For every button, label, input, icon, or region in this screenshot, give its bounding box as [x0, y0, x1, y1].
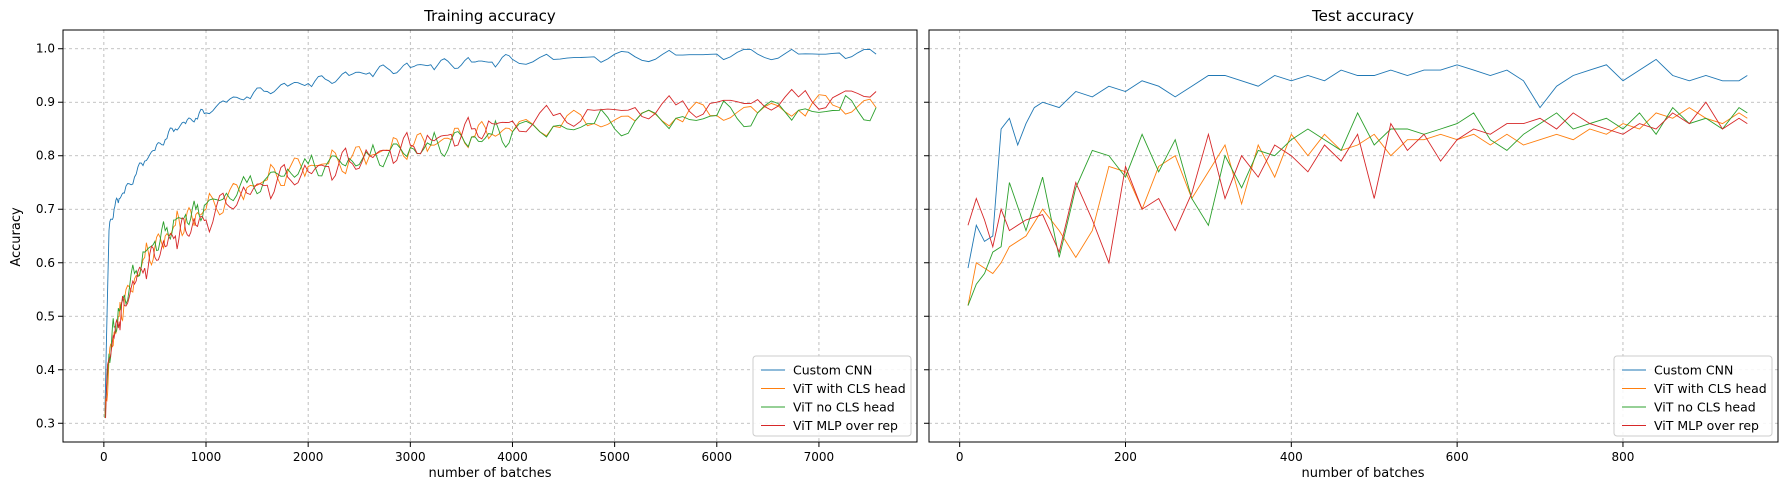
test-accuracy-panel: Test accuracy number of batches 0 200 400 6… — [924, 7, 1779, 481]
legend: Custom CNN ViT with CLS head ViT no CLS he… — [752, 355, 912, 437]
x-tick-label: 6000 — [702, 450, 733, 464]
x-tick-label: 5000 — [599, 450, 630, 464]
legend-label: ViT no CLS head — [1654, 400, 1756, 415]
x-tick-label: 600 — [1446, 450, 1469, 464]
series-line-vit-no-cls-head — [967, 106, 1748, 306]
x-tick-label: 2000 — [293, 450, 324, 464]
y-tick-label: 0.7 — [36, 202, 55, 216]
x-tick-label: 0 — [956, 450, 964, 464]
legend: Custom CNN ViT with CLS head ViT no CLS he… — [1613, 355, 1773, 437]
legend-label: Custom CNN — [793, 363, 872, 378]
legend-box — [752, 355, 912, 437]
x-tick-label: 400 — [1280, 450, 1303, 464]
legend-label: ViT MLP over rep — [793, 418, 898, 433]
y-tick-label: 0.4 — [36, 363, 55, 377]
training-accuracy-panel: Training accuracy Accuracy number of bat… — [9, 7, 918, 481]
legend-label: Custom CNN — [1654, 363, 1733, 378]
y-tick-label: 1.0 — [36, 42, 55, 56]
y-tick-label: 0.8 — [36, 149, 55, 163]
chart-title: Training accuracy — [423, 7, 556, 25]
y-tick-label: 0.9 — [36, 95, 55, 109]
legend-label: ViT with CLS head — [1654, 381, 1767, 396]
x-tick-label: 7000 — [804, 450, 835, 464]
series-line-vit-no-cls-head — [104, 94, 877, 418]
y-tick-label: 0.3 — [36, 416, 55, 430]
series-line-custom-cnn — [104, 48, 877, 413]
x-tick-label: 3000 — [395, 450, 426, 464]
y-tick-label: 0.6 — [36, 256, 55, 270]
x-tick-label: 200 — [1114, 450, 1137, 464]
y-axis-label: Accuracy — [9, 207, 24, 267]
plot-frame — [928, 29, 1779, 443]
y-tick-label: 0.5 — [36, 309, 55, 323]
series-line-vit-mlp-over-rep — [967, 101, 1748, 265]
plot-frame — [62, 29, 918, 443]
series-line-vit-mlp-over-rep — [104, 88, 877, 419]
series-line-vit-with-cls-head — [967, 107, 1748, 306]
legend-box — [1613, 355, 1773, 437]
x-tick-label: 4000 — [497, 450, 528, 464]
x-tick-label: 1000 — [191, 450, 222, 464]
x-axis-label: number of batches — [428, 466, 551, 481]
legend-label: ViT MLP over rep — [1654, 418, 1759, 433]
x-axis-label: number of batches — [1301, 466, 1424, 481]
legend-label: ViT no CLS head — [793, 400, 895, 415]
series-line-custom-cnn — [967, 58, 1748, 269]
x-tick-label: 800 — [1612, 450, 1635, 464]
legend-label: ViT with CLS head — [793, 381, 906, 396]
x-tick-label: 0 — [100, 450, 108, 464]
chart-title: Test accuracy — [1311, 7, 1414, 25]
